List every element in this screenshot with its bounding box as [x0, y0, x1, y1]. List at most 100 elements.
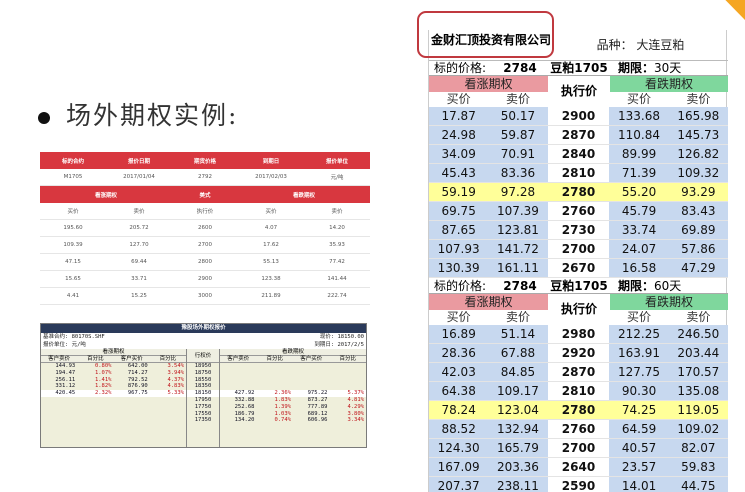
bid-ask-row: 买价 卖价 买价 卖价 — [429, 310, 728, 325]
call-ask: 97.28 — [488, 183, 548, 201]
table2-cell: 420.45 — [55, 390, 76, 397]
bid-ask-spacer — [548, 310, 610, 325]
strike-price: 2810 — [547, 164, 610, 182]
table2-cell: 256.11 — [55, 376, 76, 383]
table2-cell: 3.94% — [167, 369, 184, 376]
call-ask: 67.88 — [488, 344, 548, 362]
quote-row: 17.87 50.17 2900 133.68 165.98 — [429, 107, 728, 126]
contract-name: 豆粕1705 — [550, 61, 608, 75]
strike-price: 2810 — [547, 382, 610, 400]
underlying-price-label: 标的价格: — [434, 61, 487, 75]
put-ask: 93.29 — [668, 183, 728, 201]
table2-put-rows: 427.92 2.36% 975.22 5.37% 332.88 1.83% 873.27 4… — [220, 363, 366, 447]
call-bid: 124.30 — [429, 439, 489, 457]
table1-cell: 2017/02/03 — [255, 174, 287, 180]
bid-ask-label: 买价 — [446, 310, 471, 324]
slide-title: 场外期权实例: — [38, 96, 238, 132]
table2-row-empty — [220, 377, 366, 384]
term-value: 30天 — [654, 61, 682, 75]
put-bid: 133.68 — [609, 107, 669, 125]
table1-row: 109.39 127.70 2700 17.62 35.93 — [40, 237, 370, 254]
quote-block-60d: 标的价格: 2784 豆粕1705 期限：60天 看涨期权 执行价 看跌期权 买价 卖价 买价 卖价… — [429, 279, 728, 492]
quote-row: 107.93 141.72 2700 24.07 57.86 — [429, 240, 728, 259]
table2-row-empty — [220, 383, 366, 390]
put-bid: 14.01 — [609, 477, 669, 492]
table2-cell: 642.00 — [127, 363, 148, 369]
company-name: 金财汇顶投资有限公司 — [430, 33, 551, 47]
quote-row: 69.75 107.39 2760 45.79 83.43 — [429, 202, 728, 221]
call-ask: 165.79 — [488, 439, 548, 457]
table2-strike-head: 行权价 — [187, 349, 219, 363]
put-ask: 59.83 — [668, 458, 728, 476]
quote-row: 88.52 132.94 2760 64.59 109.02 — [429, 420, 728, 439]
call-bid: 28.36 — [429, 344, 489, 362]
call-bid: 24.98 — [429, 126, 489, 144]
quote-row: 59.19 97.28 2780 55.20 93.29 — [429, 183, 728, 202]
bid-ask-label: 卖价 — [505, 310, 530, 324]
table1-subhead-row: 买价 卖价 执行价 买价 卖价 — [40, 203, 370, 220]
strike-price: 2870 — [547, 126, 610, 144]
table1-cell: 141.44 — [327, 276, 347, 282]
quote-row: 167.09 203.36 2640 23.57 59.83 — [429, 458, 728, 477]
table1-cell: 222.74 — [327, 293, 347, 299]
call-ask: 109.17 — [488, 382, 548, 400]
table2-cell: 4.37% — [167, 376, 184, 383]
bid-ask-label: 买价 — [627, 92, 652, 106]
table1-cell: 123.38 — [261, 276, 281, 282]
call-bid: 42.03 — [429, 363, 489, 381]
table2-put-head: 看跌期权 — [220, 349, 366, 356]
table1-cell: 17.62 — [263, 242, 279, 248]
table2-cell: 3.54% — [167, 363, 184, 369]
price-info-row: 标的价格: 2784 豆粕1705 期限：30天 — [429, 61, 728, 76]
call-bid: 78.24 — [429, 401, 489, 419]
put-ask: 82.07 — [668, 439, 728, 457]
table2-subhead-cell: 客户买价 — [120, 356, 143, 362]
table2-cell: 967.75 — [127, 390, 148, 397]
quote-table-1: 标的合约 报价日期 期货价格 到期日 报价单位 M1705 2017/01/04 2792 20… — [40, 152, 370, 312]
put-bid: 110.84 — [609, 126, 669, 144]
quote-row: 124.30 165.79 2700 40.57 82.07 — [429, 439, 728, 458]
table1-cell: 15.65 — [65, 276, 81, 282]
bid-ask-spacer — [548, 92, 610, 107]
call-bid: 34.09 — [429, 145, 489, 163]
table2-call-side: 看涨期权 客户卖价 百分比 客户买价 百分比 144.93 0.80% 642.00 3.54%… — [41, 349, 186, 447]
quote-row: 24.98 59.87 2870 110.84 145.73 — [429, 126, 728, 145]
product-label: 品种： 大连豆粕 — [596, 38, 685, 52]
call-bid: 17.87 — [429, 107, 489, 125]
put-ask: 69.89 — [668, 221, 728, 239]
table2-cell: 1.03% — [274, 410, 291, 417]
call-bid: 64.38 — [429, 382, 489, 400]
strike-label: 执行价 — [560, 302, 597, 316]
table2-strike-cell: 18750 — [194, 369, 212, 376]
table2-cell: 876.90 — [127, 383, 148, 390]
bullet-dot-icon — [38, 111, 50, 124]
call-bid: 87.65 — [429, 221, 489, 239]
put-bid: 16.58 — [609, 259, 669, 277]
put-ask: 135.08 — [668, 382, 728, 400]
table2-row: 256.11 1.41% 792.52 4.37% — [41, 377, 186, 384]
table2-strike-cell: 18950 — [194, 363, 212, 369]
option-header: 看涨期权 执行价 看跌期权 买价 卖价 买价 卖价 — [429, 76, 728, 107]
table2-cell: 5.33% — [167, 390, 184, 397]
call-ask: 132.94 — [488, 420, 548, 438]
table2-strike-cell: 18350 — [194, 383, 212, 390]
table2-cell: 4.81% — [347, 396, 364, 403]
call-bid: 45.43 — [429, 164, 489, 182]
table2-row: 427.92 2.36% 975.22 5.37% — [220, 390, 366, 397]
table2-strike-cell: 17550 — [194, 410, 212, 417]
table2-cell: 252.68 — [234, 403, 255, 410]
table1-header-cell: 到期日 — [262, 158, 280, 165]
put-bid: 163.91 — [609, 344, 669, 362]
table2-row: 420.45 2.32% 967.75 5.33% — [41, 390, 186, 397]
call-ask: 203.36 — [488, 458, 548, 476]
table2-strike-cell: 18550 — [194, 376, 212, 383]
underlying-price: 2784 — [503, 61, 537, 75]
table2-subhead: 客户卖价 百分比 客户买价 百分比 — [220, 356, 366, 363]
put-bid: 55.20 — [609, 183, 669, 201]
table1-cell: 14.20 — [329, 225, 345, 231]
table2-subhead-cell: 百分比 — [339, 356, 356, 362]
table2-cell: 0.74% — [274, 417, 291, 424]
call-ask: 51.14 — [488, 325, 548, 343]
table2-meta: 基准合约: 80170S.SHF — [43, 334, 105, 340]
